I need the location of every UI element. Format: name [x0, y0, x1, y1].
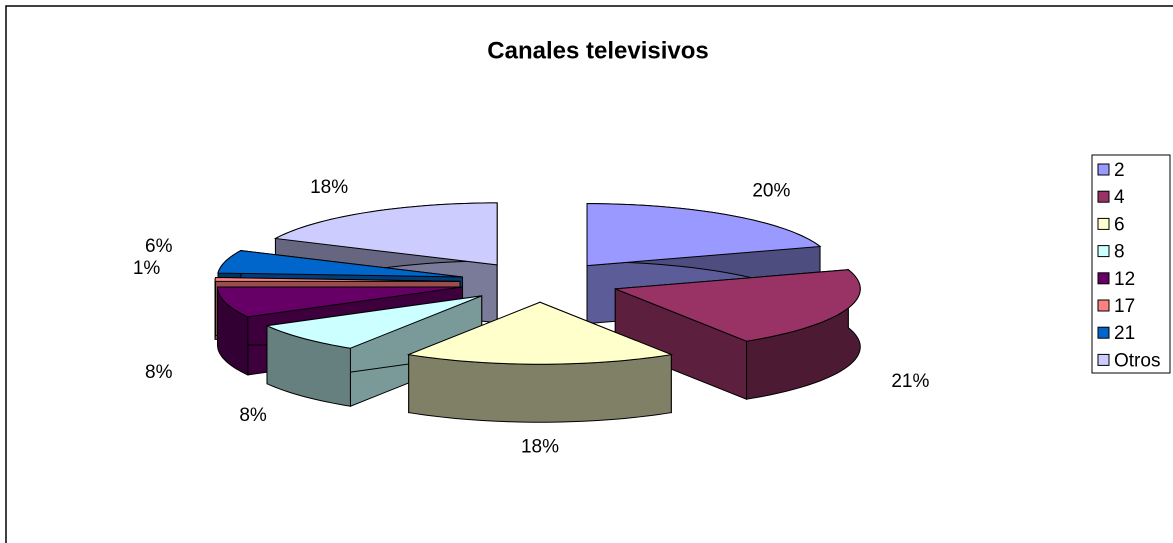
- slice-top: [273, 202, 498, 266]
- legend-swatch: [1097, 217, 1110, 230]
- slice-top: [217, 250, 463, 278]
- data-label: 18%: [310, 177, 348, 198]
- legend-label: 6: [1114, 214, 1125, 235]
- slice-top: [586, 203, 822, 267]
- slice-top: [406, 301, 674, 365]
- legend-swatch: [1097, 299, 1110, 312]
- legend-label: 4: [1114, 187, 1125, 208]
- legend-swatch: [1097, 163, 1110, 176]
- data-label: 6%: [145, 236, 173, 257]
- data-label: 1%: [133, 258, 161, 279]
- chart-title: Canales televisivos: [487, 37, 708, 64]
- legend-label: 8: [1114, 242, 1125, 263]
- legend-label: 17: [1114, 296, 1135, 317]
- legend-label: 12: [1114, 269, 1135, 290]
- data-label: 8%: [239, 405, 267, 426]
- slice-top: [615, 269, 861, 342]
- slice-top: [265, 295, 482, 349]
- data-label: 18%: [521, 437, 559, 458]
- legend-swatch: [1097, 190, 1110, 203]
- legend-label: Otros: [1114, 350, 1160, 371]
- legend-label: 21: [1114, 323, 1135, 344]
- legend-swatch: [1097, 272, 1110, 285]
- legend-swatch: [1097, 326, 1110, 339]
- data-label: 20%: [752, 180, 790, 201]
- legend-swatch: [1097, 245, 1110, 258]
- slice-top: [216, 286, 463, 318]
- data-label: 21%: [891, 371, 929, 392]
- slice-top: [214, 276, 461, 282]
- legend-label: 2: [1114, 160, 1125, 181]
- data-label: 8%: [145, 362, 173, 383]
- legend-swatch: [1097, 353, 1110, 366]
